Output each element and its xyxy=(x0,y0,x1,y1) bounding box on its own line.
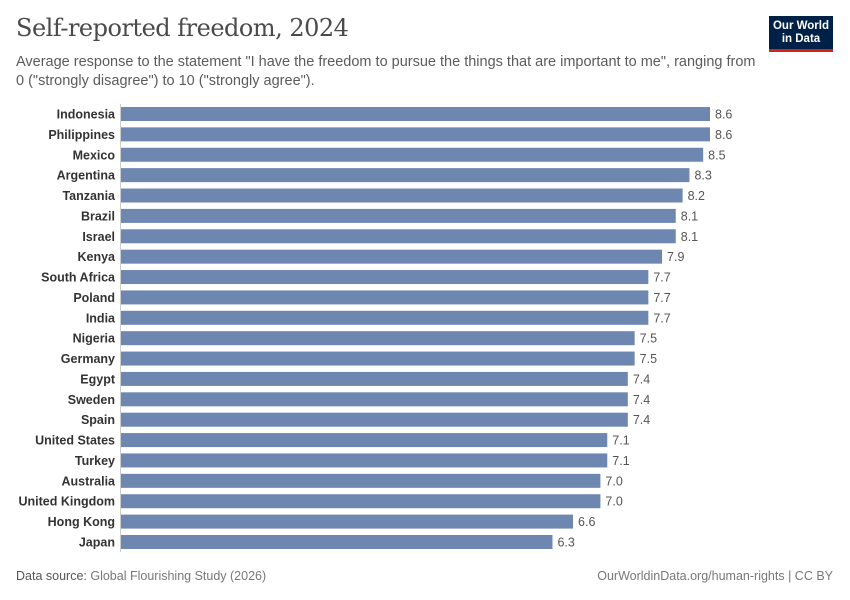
bar[interactable] xyxy=(121,290,649,305)
value-label: 8.6 xyxy=(715,128,732,142)
category-label: India xyxy=(86,311,116,325)
category-label: Israel xyxy=(82,230,115,244)
category-label: Spain xyxy=(81,413,115,427)
category-label: Indonesia xyxy=(57,108,116,122)
value-label: 8.5 xyxy=(708,148,725,162)
bar[interactable] xyxy=(121,412,628,427)
category-label: Japan xyxy=(79,535,115,549)
owid-logo[interactable]: Our World in Data xyxy=(769,16,833,52)
value-label: 7.0 xyxy=(605,495,622,509)
bar[interactable] xyxy=(121,331,635,346)
value-label: 7.4 xyxy=(633,413,650,427)
category-label: Argentina xyxy=(57,169,116,183)
bar[interactable] xyxy=(121,107,710,121)
category-label: Hong Kong xyxy=(48,515,115,529)
category-label: Tanzania xyxy=(62,189,116,203)
bar[interactable] xyxy=(121,534,553,549)
value-label: 7.5 xyxy=(640,352,657,366)
category-label: Turkey xyxy=(75,454,115,468)
bar[interactable] xyxy=(121,229,676,244)
category-label: Sweden xyxy=(68,393,115,407)
category-label: Nigeria xyxy=(73,332,116,346)
value-label: 7.9 xyxy=(667,250,684,264)
value-label: 8.6 xyxy=(715,108,732,122)
value-label: 7.5 xyxy=(640,332,657,346)
value-label: 8.3 xyxy=(694,169,711,183)
bar[interactable] xyxy=(121,188,683,203)
value-label: 8.1 xyxy=(681,230,698,244)
chart-title: Self-reported freedom, 2024 xyxy=(16,14,349,42)
category-label: Philippines xyxy=(48,128,115,142)
value-label: 7.4 xyxy=(633,393,650,407)
bar[interactable] xyxy=(121,208,676,223)
category-label: South Africa xyxy=(41,271,116,285)
source-label: Data source: xyxy=(16,569,87,583)
value-label: 8.1 xyxy=(681,209,698,223)
category-label: Brazil xyxy=(81,209,115,223)
bar[interactable] xyxy=(121,494,601,509)
category-label: Poland xyxy=(73,291,115,305)
footer-url[interactable]: OurWorldinData.org/human-rights | CC BY xyxy=(597,569,833,583)
value-label: 6.3 xyxy=(557,535,574,549)
bar[interactable] xyxy=(121,433,608,448)
data-source: Data source: Global Flourishing Study (2… xyxy=(16,569,266,583)
value-label: 7.4 xyxy=(633,372,650,386)
value-label: 7.7 xyxy=(653,291,670,305)
bar[interactable] xyxy=(121,371,628,386)
category-label: Egypt xyxy=(80,372,116,386)
bar[interactable] xyxy=(121,127,710,142)
bar[interactable] xyxy=(121,351,635,366)
category-label: Kenya xyxy=(77,250,116,264)
category-label: United Kingdom xyxy=(18,495,115,509)
bar[interactable] xyxy=(121,147,704,162)
bar[interactable] xyxy=(121,249,663,264)
value-label: 7.7 xyxy=(653,311,670,325)
value-label: 6.6 xyxy=(578,515,595,529)
bar[interactable] xyxy=(121,514,574,529)
bar[interactable] xyxy=(121,310,649,325)
bar[interactable] xyxy=(121,168,690,183)
bar[interactable] xyxy=(121,392,628,407)
value-label: 7.1 xyxy=(612,434,629,448)
category-label: United States xyxy=(35,434,115,448)
category-label: Germany xyxy=(61,352,115,366)
value-label: 8.2 xyxy=(688,189,705,203)
value-label: 7.1 xyxy=(612,454,629,468)
chart-subtitle: Average response to the statement "I hav… xyxy=(16,54,756,89)
source-text[interactable]: Global Flourishing Study (2026) xyxy=(90,569,267,583)
value-label: 7.0 xyxy=(605,474,622,488)
category-label: Mexico xyxy=(73,148,116,162)
bar[interactable] xyxy=(121,270,649,285)
bar[interactable] xyxy=(121,473,601,488)
bar[interactable] xyxy=(121,453,608,468)
value-label: 7.7 xyxy=(653,271,670,285)
category-label: Australia xyxy=(62,474,117,488)
